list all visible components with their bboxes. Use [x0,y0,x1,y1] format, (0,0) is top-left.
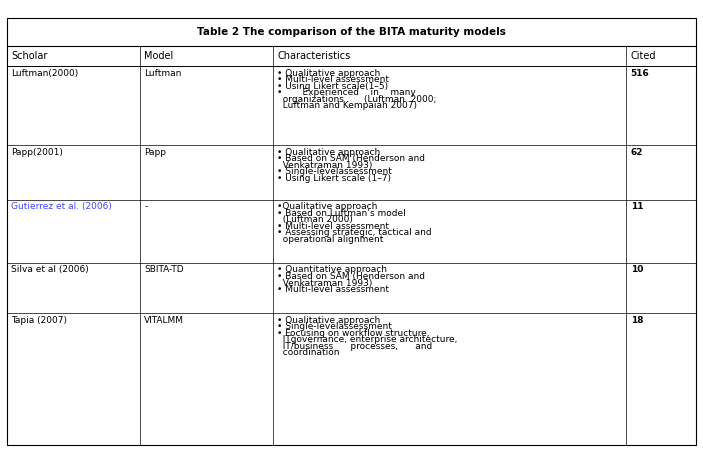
Text: • Qualitative approach: • Qualitative approach [277,316,380,325]
Text: Luftman and Kempaiah 2007): Luftman and Kempaiah 2007) [277,101,417,110]
Text: organizations       (Luftman  2000;: organizations (Luftman 2000; [277,95,437,104]
Text: Venkatraman 1993): Venkatraman 1993) [277,161,373,170]
Text: •Qualitative approach: •Qualitative approach [277,202,378,211]
Text: VITALMM: VITALMM [144,316,184,325]
Text: • Based on SAM (Henderson and: • Based on SAM (Henderson and [277,154,425,163]
Text: • Qualitative approach: • Qualitative approach [277,69,380,78]
Text: Table 2 The comparison of the BITA maturity models: Table 2 The comparison of the BITA matur… [197,27,506,37]
Text: 18: 18 [631,316,643,325]
Text: • Using Likert scale (1–7): • Using Likert scale (1–7) [277,174,391,183]
Text: -: - [144,202,148,211]
Text: • Qualitative approach: • Qualitative approach [277,148,380,157]
Text: Tapia (2007): Tapia (2007) [11,316,67,325]
Text: Model: Model [144,51,174,61]
Text: • Multi-level assessment: • Multi-level assessment [277,222,389,231]
Text: coordination: coordination [277,348,340,357]
Text: (Luftman 2000): (Luftman 2000) [277,216,353,224]
Text: 62: 62 [631,148,643,157]
Text: ITgovernance, enterprise architecture,: ITgovernance, enterprise architecture, [277,335,458,344]
Text: • Single-levelassessment: • Single-levelassessment [277,167,392,176]
Text: • Multi-level assessment: • Multi-level assessment [277,285,389,294]
Text: • Based on Luftman’s model: • Based on Luftman’s model [277,209,406,218]
Text: Scholar: Scholar [11,51,48,61]
Text: operational alignment: operational alignment [277,235,384,244]
Text: • Quantitative approach: • Quantitative approach [277,265,387,274]
Text: Papp: Papp [144,148,166,157]
Text: SBITA-TD: SBITA-TD [144,265,184,274]
Text: • Using Likert scale(1–5): • Using Likert scale(1–5) [277,82,388,91]
Text: Silva et al (2006): Silva et al (2006) [11,265,89,274]
Text: • Multi-level assessment: • Multi-level assessment [277,75,389,84]
Text: •       Experienced    in    many: • Experienced in many [277,88,416,97]
Text: Cited: Cited [631,51,656,61]
Text: Gutierrez et al. (2006): Gutierrez et al. (2006) [11,202,112,211]
Text: • Based on SAM (Henderson and: • Based on SAM (Henderson and [277,272,425,281]
Text: Luftman(2000): Luftman(2000) [11,69,79,78]
Text: Venkatraman 1993): Venkatraman 1993) [277,278,373,287]
Text: 10: 10 [631,265,643,274]
Text: • Assessing strategic, tactical and: • Assessing strategic, tactical and [277,229,432,238]
Text: Characteristics: Characteristics [277,51,350,61]
Text: • Single-levelassessment: • Single-levelassessment [277,322,392,331]
Text: • Focusing on workflow structure,: • Focusing on workflow structure, [277,329,430,338]
Text: Papp(2001): Papp(2001) [11,148,63,157]
Text: Luftman: Luftman [144,69,181,78]
Text: 516: 516 [631,69,650,78]
Text: IT/business      processes,      and: IT/business processes, and [277,342,432,351]
Text: 11: 11 [631,202,643,211]
